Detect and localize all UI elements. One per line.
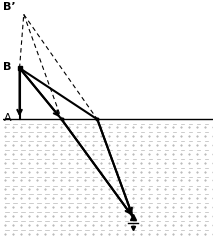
Text: A: A: [3, 113, 11, 123]
Text: B: B: [3, 62, 11, 72]
Text: B’: B’: [3, 2, 15, 12]
